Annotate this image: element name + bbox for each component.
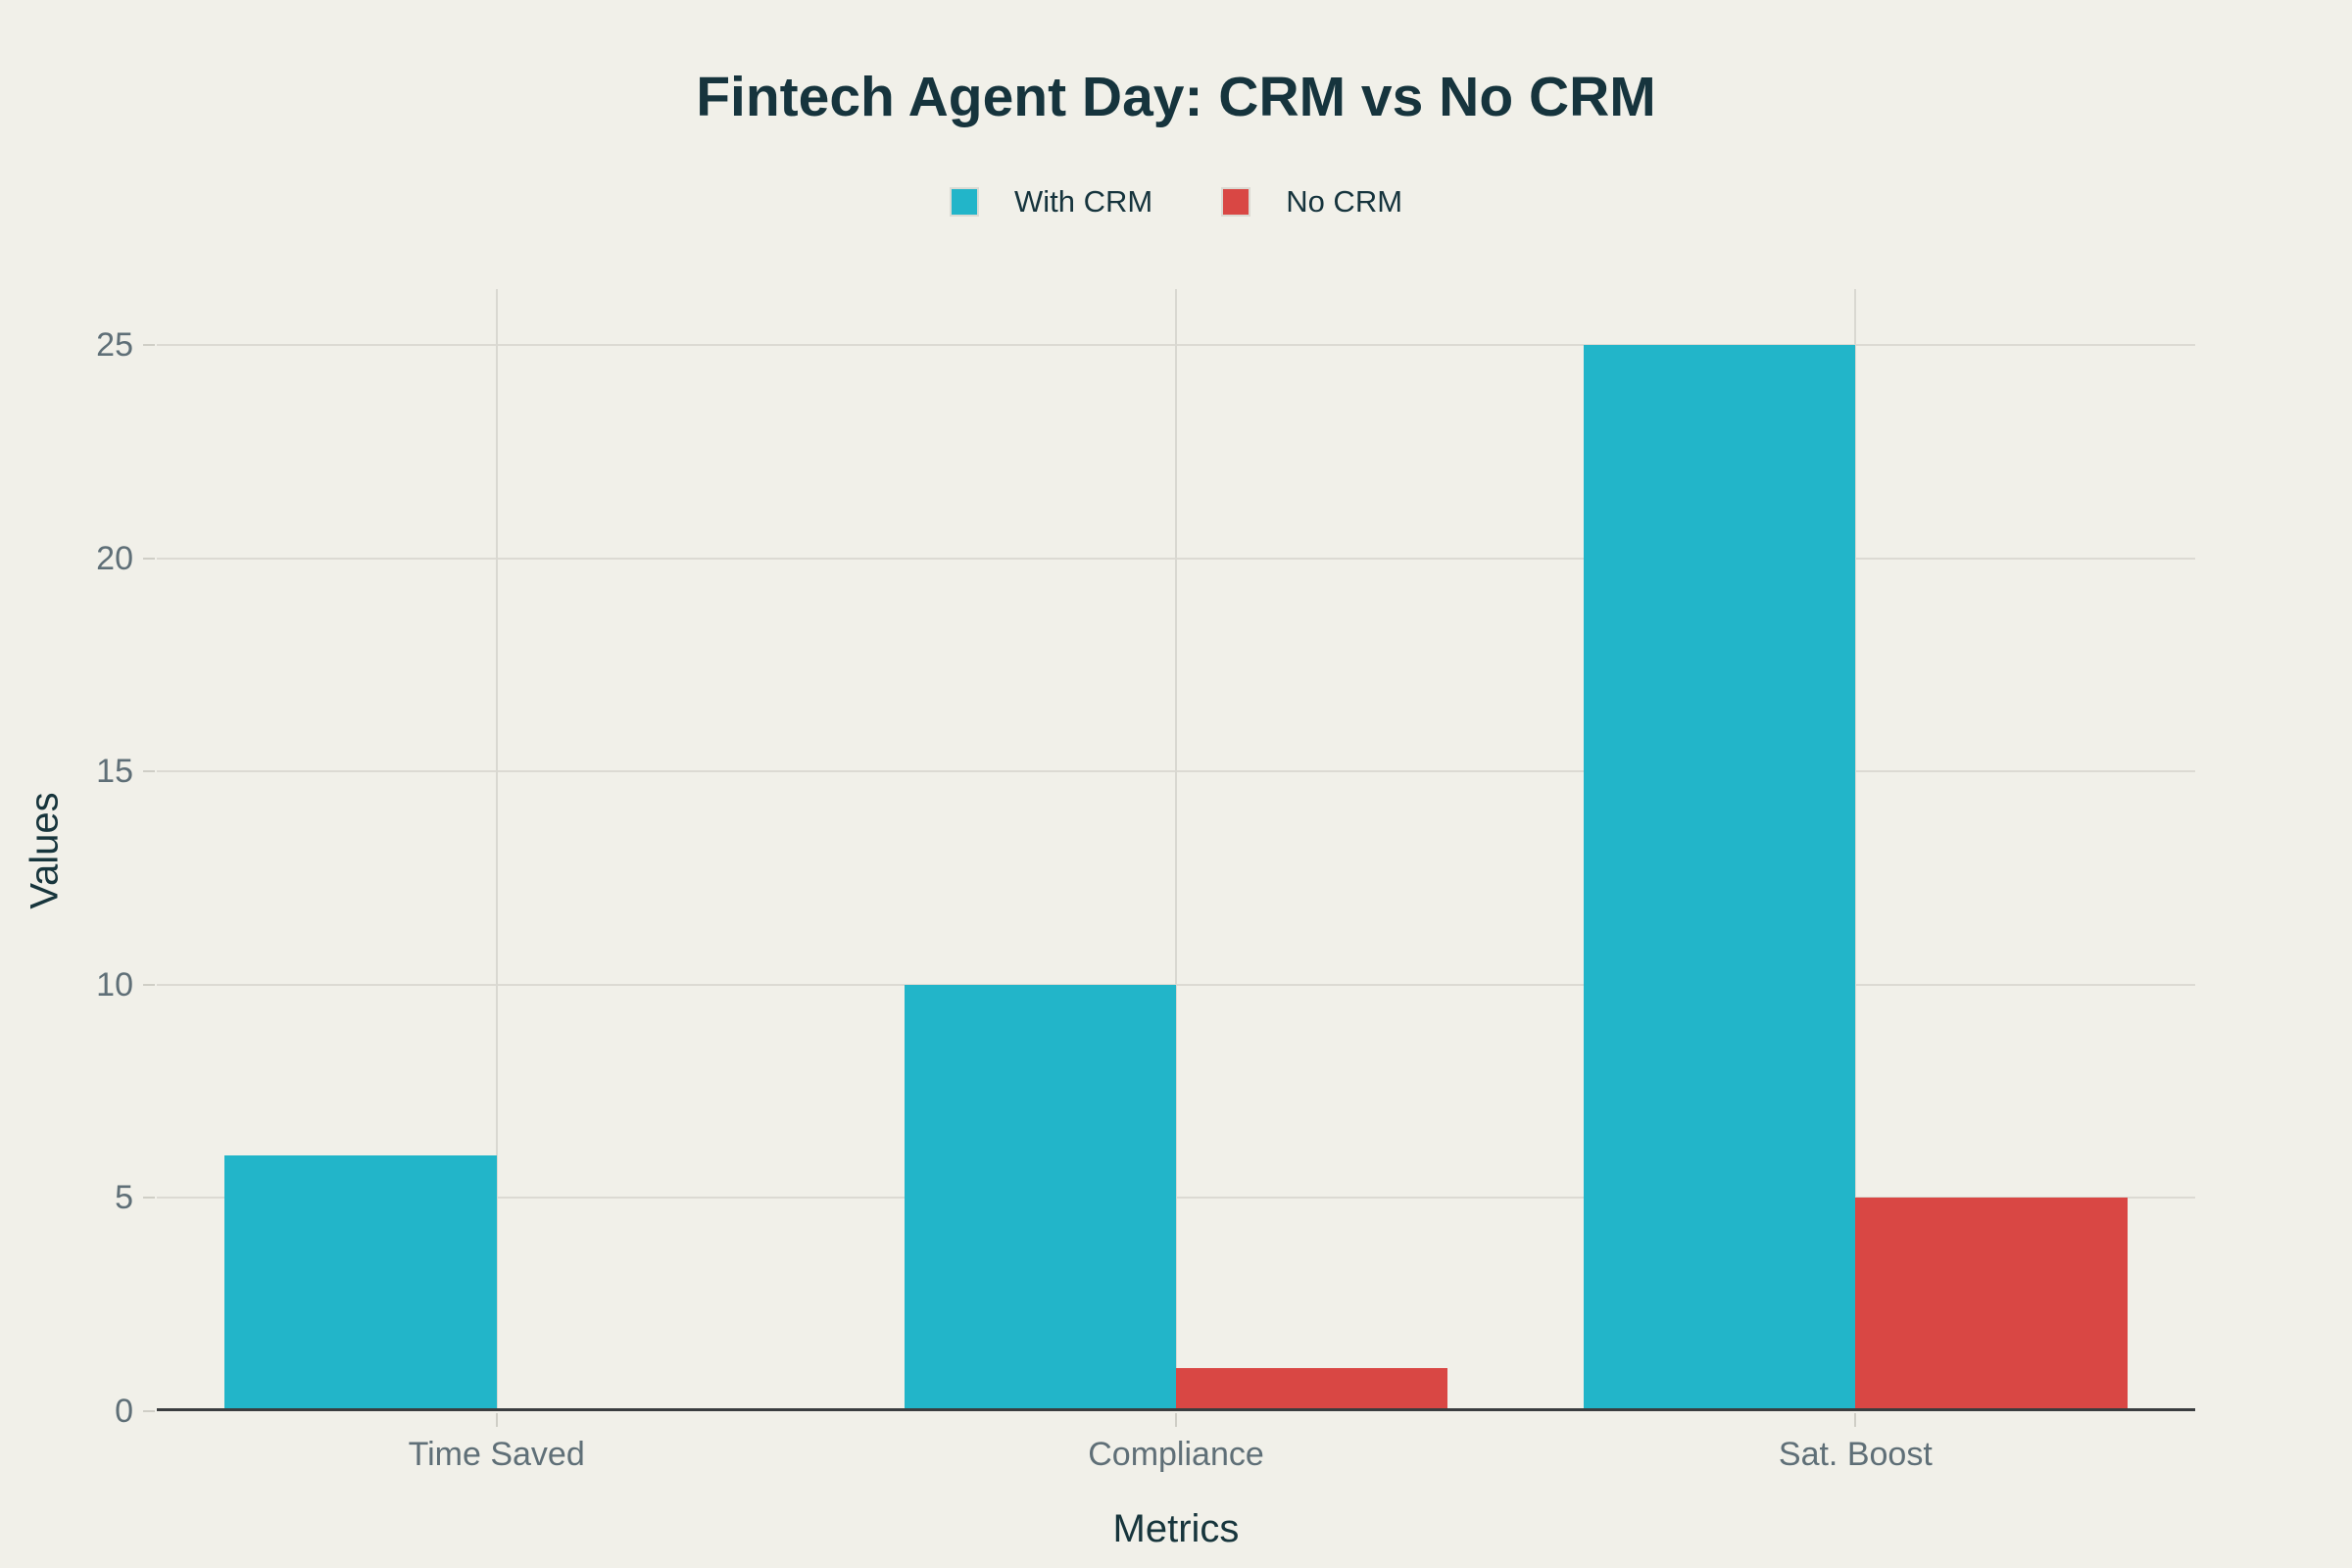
y-axis-tick-label: 20: [96, 539, 133, 577]
legend-swatch-no-crm: [1221, 187, 1251, 217]
legend-item-no-crm[interactable]: No CRM: [1221, 184, 1402, 220]
y-axis-tick: [143, 983, 155, 986]
bar-with-crm-compliance: [904, 984, 1176, 1411]
legend-item-with-crm[interactable]: With CRM: [949, 184, 1153, 220]
x-axis-tick: [1175, 1413, 1177, 1427]
y-axis-tick: [143, 557, 155, 560]
y-axis-tick: [143, 1197, 155, 1200]
x-axis-tick: [1854, 1413, 1857, 1427]
y-axis-tick: [143, 344, 155, 347]
x-axis-tick-label: Sat. Boost: [1778, 1436, 1933, 1473]
chart-title: Fintech Agent Day: CRM vs No CRM: [696, 66, 1656, 128]
y-axis-tick: [143, 770, 155, 773]
gridline-vertical: [1175, 289, 1177, 1411]
bar-with-crm-time-saved: [224, 1154, 497, 1411]
plot-area: 0 5 10 15 20 25 Time Saved Compliance Sat. Boost: [96, 289, 2195, 1473]
x-axis-tick-label: Time Saved: [408, 1436, 585, 1473]
y-axis-tick-label: 10: [96, 965, 133, 1004]
x-axis-line: [157, 1408, 2195, 1411]
legend-swatch-with-crm: [949, 187, 979, 217]
x-axis-title: Metrics: [1112, 1507, 1240, 1550]
legend-label-no-crm: No CRM: [1286, 184, 1403, 219]
gridline-vertical: [1854, 289, 1857, 1411]
bar-with-crm-sat-boost: [1584, 345, 1856, 1411]
legend-label-with-crm: With CRM: [1013, 184, 1153, 219]
y-axis-title: Values: [23, 792, 67, 909]
gridline-vertical: [495, 289, 498, 1411]
y-axis-tick-label: 15: [96, 753, 133, 791]
y-axis-tick-label: 25: [96, 326, 133, 365]
y-axis-tick: [143, 1410, 155, 1412]
legend: With CRM No CRM: [0, 180, 2352, 223]
y-axis-tick-label: 5: [115, 1179, 133, 1217]
x-axis-tick-label: Compliance: [1088, 1436, 1264, 1473]
y-axis-tick-label: 0: [115, 1393, 133, 1430]
x-axis-tick: [495, 1413, 498, 1427]
bar-no-crm-compliance: [1176, 1368, 1448, 1411]
bar-no-crm-sat-boost: [1855, 1198, 2128, 1411]
